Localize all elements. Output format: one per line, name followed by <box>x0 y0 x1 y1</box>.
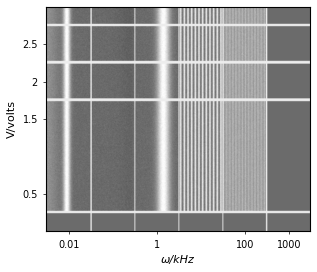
X-axis label: ω/kHz: ω/kHz <box>161 255 195 265</box>
Y-axis label: V/volts: V/volts <box>7 100 17 138</box>
